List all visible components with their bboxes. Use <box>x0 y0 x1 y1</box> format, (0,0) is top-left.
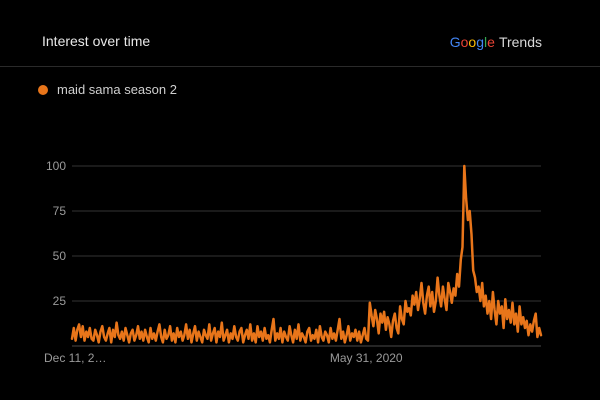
google-letter: l <box>484 34 488 50</box>
chart-header: Interest over time Google Trends <box>0 0 600 67</box>
trends-wordmark: Trends <box>498 34 542 50</box>
google-trends-logo[interactable]: Google Trends <box>450 34 542 50</box>
chart-title: Interest over time <box>42 33 151 49</box>
y-tick-label: 25 <box>53 294 67 308</box>
google-letter: G <box>449 34 461 50</box>
legend[interactable]: maid sama season 2 <box>38 82 177 97</box>
x-tick-label: Dec 11, 2… <box>44 351 106 365</box>
google-letter: e <box>487 34 495 50</box>
legend-series-label: maid sama season 2 <box>57 82 177 97</box>
google-wordmark: Google <box>450 34 495 50</box>
google-letter: o <box>460 34 469 50</box>
google-letter: o <box>468 34 477 50</box>
y-tick-label: 100 <box>46 159 66 173</box>
google-letter: g <box>476 34 485 50</box>
y-tick-label: 50 <box>53 249 67 263</box>
y-tick-label: 75 <box>53 204 67 218</box>
legend-series-dot <box>38 84 48 95</box>
x-tick-label: May 31, 2020 <box>330 351 403 365</box>
series-line-maid-sama-season-2 <box>70 164 543 344</box>
